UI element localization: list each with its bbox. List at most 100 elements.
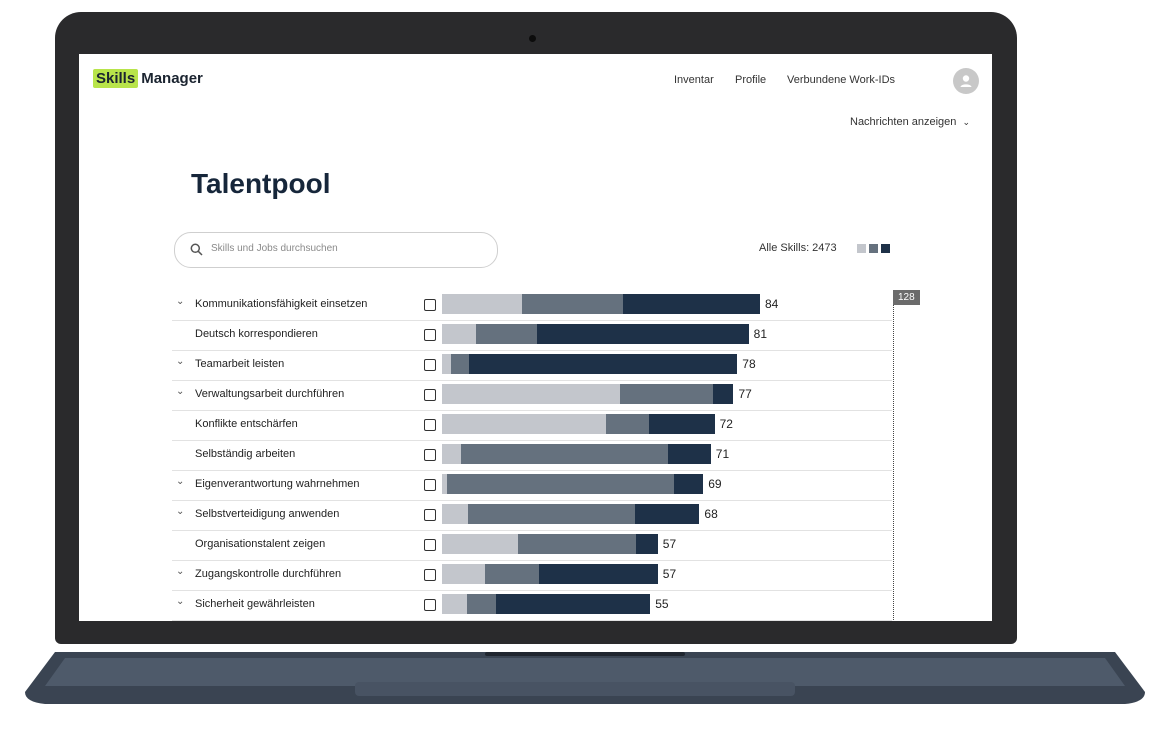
skill-label: Selbständig arbeiten (195, 448, 296, 460)
all-skills-count: Alle Skills: 2473 (759, 242, 837, 254)
search-input[interactable] (209, 242, 483, 255)
skill-bar (442, 444, 711, 464)
skill-value: 57 (662, 537, 677, 551)
skill-bar (442, 324, 749, 344)
skill-row[interactable]: ⌄ Teamarbeit leisten 78 (172, 350, 892, 381)
skill-bar (442, 504, 700, 524)
skill-label: Deutsch korrespondieren (195, 328, 318, 340)
chevron-down-icon[interactable]: ⌄ (176, 596, 185, 607)
bar-segment-dark (468, 354, 738, 374)
chevron-down-icon[interactable]: ⌄ (176, 476, 185, 487)
bar-segment-light (442, 534, 518, 554)
reference-line (893, 290, 894, 621)
nav-inventar[interactable]: Inventar (674, 74, 714, 86)
skill-row[interactable]: ⌄ Selbstverteidigung anwenden 68 (172, 500, 892, 531)
bar-segment-dark (539, 564, 658, 584)
user-avatar[interactable] (953, 68, 979, 94)
skill-checkbox[interactable] (424, 569, 436, 581)
laptop-base (25, 652, 1145, 704)
skill-row[interactable]: Konflikte entschärfen 72 (172, 410, 892, 441)
bar-segment-dark (537, 324, 749, 344)
notifications-toggle[interactable]: Nachrichten anzeigen ⌄ (850, 116, 970, 128)
bar-segment-mid (605, 414, 650, 434)
skill-value: 72 (719, 417, 733, 431)
skill-bar (442, 594, 651, 614)
skill-value: 69 (708, 477, 722, 491)
bar-segment-mid (466, 594, 497, 614)
skill-label: Verwaltungsarbeit durchführen (195, 388, 345, 400)
nav-work-ids[interactable]: Verbundene Work-IDs (787, 74, 896, 86)
skill-value: 81 (753, 327, 767, 341)
bar-segment-mid (460, 444, 668, 464)
bar-segment-dark (636, 534, 658, 554)
skill-row[interactable]: ⌄ Eigenverantwortung wahrnehmen 69 (172, 470, 892, 501)
skill-checkbox[interactable] (424, 389, 436, 401)
bar-segment-light (442, 474, 448, 494)
page-title: Talentpool (191, 168, 331, 199)
bar-segment-light (442, 384, 620, 404)
user-icon (960, 75, 972, 87)
skill-label: Eigenverantwortung wahrnehmen (195, 478, 360, 490)
legend-swatch-mid (869, 244, 878, 253)
bar-segment-mid (485, 564, 540, 584)
skill-checkbox[interactable] (424, 479, 436, 491)
skill-row[interactable]: ⌄ Zugangskontrolle durchführen 57 (172, 560, 892, 591)
skill-label: Sicherheit gewährleisten (195, 598, 315, 610)
skill-bar (442, 294, 760, 314)
search-box[interactable] (174, 232, 498, 268)
skill-row[interactable]: Organisationstalent zeigen 57 (172, 530, 892, 561)
chevron-down-icon: ⌄ (962, 117, 971, 127)
skill-value: 78 (742, 357, 756, 371)
skill-value: 77 (738, 387, 752, 401)
webcam (529, 35, 536, 42)
skill-bar (442, 384, 734, 404)
chevron-down-icon[interactable]: ⌄ (176, 356, 185, 367)
bar-segment-dark (496, 594, 651, 614)
chevron-down-icon[interactable]: ⌄ (176, 296, 185, 307)
bar-segment-dark (713, 384, 734, 404)
skill-bar (442, 564, 658, 584)
skill-value: 68 (704, 507, 718, 521)
nav-profile[interactable]: Profile (735, 74, 767, 86)
skill-value: 71 (715, 447, 730, 461)
bar-segment-dark (667, 444, 711, 464)
chevron-down-icon[interactable]: ⌄ (176, 386, 185, 397)
skill-checkbox[interactable] (424, 329, 436, 341)
skill-value: 57 (662, 567, 677, 581)
search-icon (190, 243, 203, 256)
logo-badge: Skills (93, 69, 139, 88)
chevron-down-icon[interactable]: ⌄ (176, 506, 185, 517)
skill-checkbox[interactable] (424, 359, 436, 371)
skill-row[interactable]: Deutsch korrespondieren 81 (172, 320, 892, 351)
skill-bar (442, 474, 704, 494)
bar-segment-light (442, 594, 467, 614)
skill-label: Kommunikationsfähigkeit einsetzen (195, 298, 368, 310)
skill-row[interactable]: Selbständig arbeiten 71 (172, 440, 892, 471)
skill-row[interactable]: ⌄ Sicherheit gewährleisten 55 (172, 590, 892, 621)
skill-checkbox[interactable] (424, 419, 436, 431)
skill-row[interactable]: ⌄ Verwaltungsarbeit durchführen 77 (172, 380, 892, 411)
skill-bar (442, 354, 738, 374)
skill-row[interactable]: ⌄ Kommunikationsfähigkeit einsetzen 84 (172, 290, 892, 321)
reference-badge: 128 (893, 290, 920, 305)
notifications-label: Nachrichten anzeigen (850, 116, 957, 128)
skill-label: Organisationstalent zeigen (195, 538, 326, 550)
app-logo[interactable]: Skills Manager (93, 69, 203, 88)
skill-label: Zugangskontrolle durchführen (195, 568, 342, 580)
app-screen: Skills Manager Inventar Profile Verbunden… (79, 54, 992, 621)
bar-segment-mid (467, 504, 636, 524)
skill-checkbox[interactable] (424, 509, 436, 521)
skill-value: 84 (765, 297, 779, 311)
chevron-down-icon[interactable]: ⌄ (176, 566, 185, 577)
legend-swatch-dark (881, 244, 890, 253)
bar-segment-mid (447, 474, 675, 494)
skill-checkbox[interactable] (424, 299, 436, 311)
skill-checkbox[interactable] (424, 599, 436, 611)
bar-segment-mid (517, 534, 637, 554)
bar-segment-mid (450, 354, 469, 374)
skill-checkbox[interactable] (424, 449, 436, 461)
skill-checkbox[interactable] (424, 539, 436, 551)
bar-segment-mid (619, 384, 714, 404)
bar-segment-light (442, 354, 451, 374)
skill-value: 55 (655, 597, 669, 611)
